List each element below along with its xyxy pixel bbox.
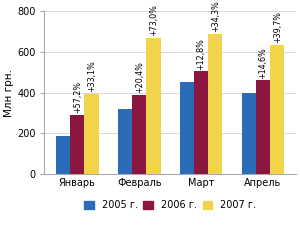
Bar	[256, 80, 270, 174]
Text: +57,2%: +57,2%	[73, 81, 82, 113]
Bar	[84, 94, 99, 174]
Bar	[242, 93, 256, 174]
Bar	[208, 34, 223, 174]
Bar	[56, 136, 70, 174]
Text: +34,3%: +34,3%	[211, 0, 220, 32]
Text: +12,8%: +12,8%	[196, 38, 206, 70]
Text: +39,7%: +39,7%	[273, 11, 282, 43]
Text: +73,0%: +73,0%	[149, 4, 158, 36]
Bar	[194, 71, 208, 174]
Bar	[180, 82, 194, 174]
Bar	[270, 45, 284, 174]
Legend: 2005 г., 2006 г., 2007 г.: 2005 г., 2006 г., 2007 г.	[80, 196, 260, 214]
Bar	[70, 115, 84, 174]
Text: +20,4%: +20,4%	[135, 61, 144, 93]
Bar	[146, 38, 161, 174]
Bar	[132, 95, 146, 174]
Text: +33,1%: +33,1%	[87, 60, 96, 92]
Text: +14,6%: +14,6%	[259, 47, 268, 79]
Y-axis label: Млн грн.: Млн грн.	[4, 68, 14, 117]
Bar	[118, 109, 132, 174]
